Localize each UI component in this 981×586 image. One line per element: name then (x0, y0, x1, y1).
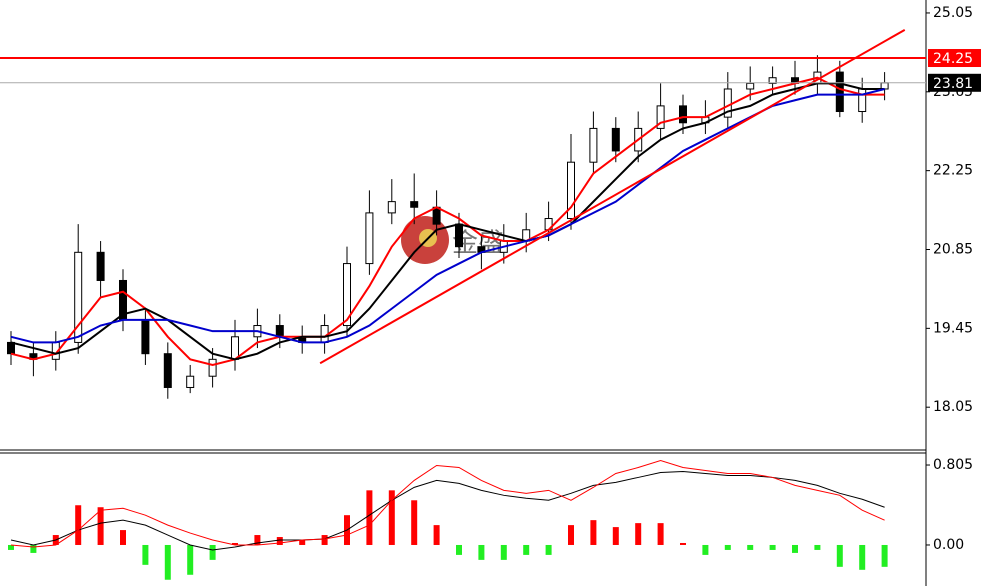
histogram-bar (411, 500, 418, 545)
histogram-bar (523, 544, 530, 555)
histogram-bar (612, 527, 619, 545)
histogram-bar (187, 544, 194, 575)
histogram-bar (142, 544, 149, 565)
histogram-bar (456, 544, 462, 555)
histogram-bar (299, 540, 306, 545)
price-label-box (928, 73, 981, 92)
moving-average (10, 82, 885, 361)
y-tick-label: 22.25 (933, 163, 973, 179)
y-tick-label: 18.05 (933, 399, 973, 415)
histogram-bar (321, 535, 328, 545)
price-label: 23.81 (933, 76, 973, 92)
histogram-bar (433, 525, 440, 545)
histogram-bar (769, 544, 776, 550)
candle-body (343, 263, 351, 327)
trendline (319, 28, 906, 365)
y-tick-label: 0.805 (933, 457, 973, 473)
histogram-bar (680, 542, 686, 545)
candle-body (141, 319, 150, 355)
macd-line (10, 460, 885, 548)
price-label: 24.25 (933, 51, 973, 67)
histogram-bar (254, 535, 261, 545)
candle-body (74, 251, 83, 343)
y-tick-label: 0.00 (933, 537, 964, 553)
candle-body (186, 375, 195, 388)
candle-body (387, 201, 396, 214)
histogram-bar (836, 544, 843, 567)
histogram-bar (388, 490, 395, 545)
moving-average (10, 76, 885, 366)
y-tick-label: 25.05 (933, 5, 973, 21)
histogram-bar (859, 544, 866, 570)
macd-line (10, 470, 885, 551)
candle-body (432, 206, 441, 225)
histogram-bar (590, 520, 597, 545)
histogram-bar (75, 505, 82, 545)
candle-body (455, 223, 463, 248)
histogram-bar (478, 544, 485, 560)
candle-body (231, 336, 239, 360)
price-label-box (928, 49, 981, 68)
histogram-bar (276, 537, 283, 545)
candle-body (410, 201, 419, 208)
histogram-bar (30, 544, 37, 553)
histogram-bar (500, 544, 507, 560)
histogram-bar (657, 523, 664, 545)
histogram-bar (120, 530, 126, 545)
y-tick-label: 20.85 (933, 241, 973, 257)
histogram-bar (97, 507, 104, 545)
histogram-bar (366, 490, 373, 545)
histogram-bar (232, 542, 238, 545)
candle-body (96, 251, 105, 281)
histogram-bar (164, 544, 171, 580)
candle-body (365, 212, 374, 265)
candle-body (567, 161, 575, 220)
candle-body (746, 82, 755, 90)
histogram-bar (568, 525, 574, 545)
candle-body (589, 127, 598, 163)
candle-body (679, 105, 687, 124)
histogram-bar (724, 544, 731, 550)
candle-body (611, 127, 620, 152)
candle-body (163, 353, 172, 388)
candle-body (7, 341, 15, 355)
candle-body (835, 71, 844, 113)
moving-average (10, 88, 885, 344)
histogram-bar (814, 544, 821, 550)
histogram-bar (702, 544, 709, 555)
histogram-bar (545, 544, 552, 555)
y-tick-label: 19.45 (933, 320, 973, 336)
candle-body (208, 358, 217, 377)
candle-body (768, 77, 777, 84)
histogram-bar (209, 544, 216, 560)
candle-body (275, 325, 284, 338)
histogram-bar (881, 544, 888, 567)
histogram-bar (792, 544, 798, 553)
histogram-bar (635, 523, 642, 545)
candle-body (656, 105, 665, 129)
candle-body (858, 88, 867, 113)
histogram-bar (8, 544, 14, 550)
histogram-bar (747, 544, 754, 550)
